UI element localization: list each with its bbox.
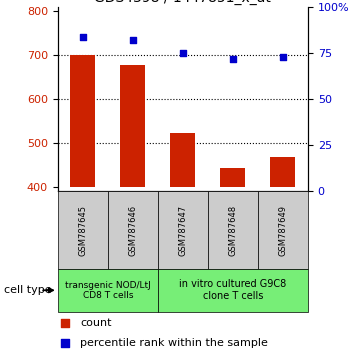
Point xyxy=(62,341,68,346)
Text: percentile rank within the sample: percentile rank within the sample xyxy=(80,338,268,348)
Text: count: count xyxy=(80,318,112,329)
Bar xyxy=(58,269,158,312)
Text: in vitro cultured G9C8
clone T cells: in vitro cultured G9C8 clone T cells xyxy=(179,279,287,301)
Text: cell type: cell type xyxy=(4,285,51,295)
Text: GSM787648: GSM787648 xyxy=(229,205,237,256)
Text: GSM787645: GSM787645 xyxy=(78,205,87,256)
Bar xyxy=(158,269,308,312)
Text: GSM787646: GSM787646 xyxy=(128,205,137,256)
Bar xyxy=(70,55,95,187)
Point xyxy=(130,38,136,43)
Bar xyxy=(170,133,195,187)
Point xyxy=(62,321,68,326)
Point xyxy=(280,54,286,59)
Title: GDS4398 / 1447851_x_at: GDS4398 / 1447851_x_at xyxy=(94,0,271,5)
Bar xyxy=(120,65,145,187)
Text: transgenic NOD/LtJ
CD8 T cells: transgenic NOD/LtJ CD8 T cells xyxy=(65,281,151,300)
Bar xyxy=(58,191,108,269)
Point xyxy=(180,50,186,56)
Point xyxy=(80,34,86,39)
Bar xyxy=(258,191,308,269)
Text: GSM787649: GSM787649 xyxy=(279,205,287,256)
Bar xyxy=(158,191,208,269)
Text: GSM787647: GSM787647 xyxy=(178,205,187,256)
Bar xyxy=(220,168,245,187)
Bar xyxy=(271,157,295,187)
Point xyxy=(230,56,236,62)
Bar xyxy=(108,191,158,269)
Bar xyxy=(208,191,258,269)
